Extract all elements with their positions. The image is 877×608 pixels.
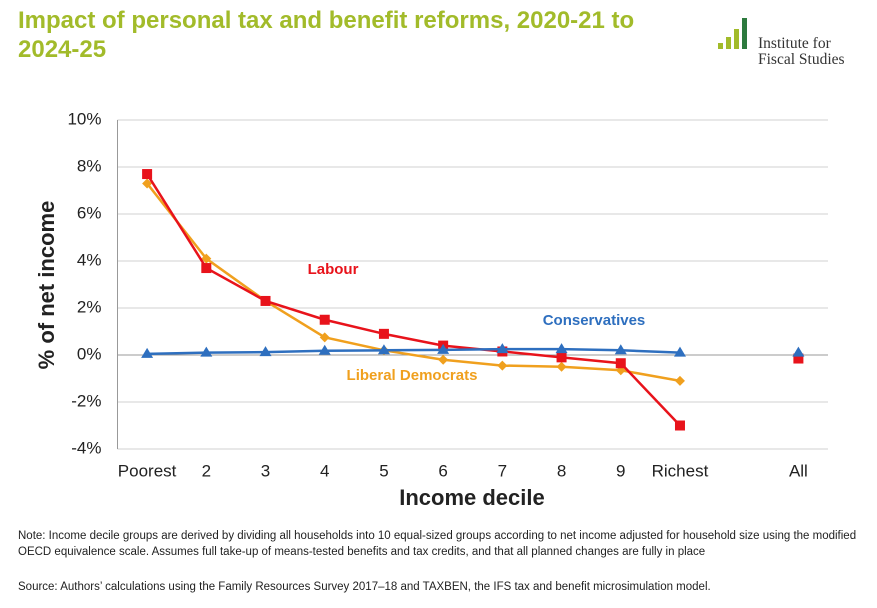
marker [438, 354, 449, 365]
marker [200, 346, 213, 357]
y-tick-label: 6% [77, 203, 102, 222]
chart-title: Impact of personal tax and benefit refor… [18, 7, 635, 63]
y-tick-label: 10% [67, 109, 101, 128]
marker [259, 346, 272, 357]
marker [497, 360, 508, 371]
marker [141, 347, 154, 358]
marker [201, 263, 212, 274]
marker [378, 328, 389, 339]
logo-bar [742, 18, 747, 49]
marker [674, 375, 685, 386]
series-label: Liberal Democrats [347, 367, 478, 384]
y-tick-label: -4% [71, 438, 101, 457]
marker [142, 178, 153, 189]
x-tick-label: 4 [320, 461, 329, 480]
x-tick-label: Richest [652, 461, 709, 480]
series-label: Labour [308, 261, 359, 278]
marker [319, 314, 330, 325]
x-tick-label: All [789, 461, 808, 480]
marker [201, 253, 212, 264]
x-tick-label: Poorest [118, 461, 177, 480]
marker [142, 169, 153, 180]
x-tick-label: 2 [202, 461, 211, 480]
logo-text: Fiscal Studies [758, 51, 845, 68]
marker [377, 344, 390, 355]
logo-bar [734, 29, 739, 49]
x-axis-label: Income decile [399, 485, 545, 510]
marker [556, 352, 567, 363]
marker [792, 346, 805, 357]
y-tick-label: 2% [77, 297, 102, 316]
marker [673, 346, 686, 357]
y-axis-label: % of net income [34, 201, 59, 370]
marker [437, 343, 450, 354]
source: Source: Authors’ calculations using the … [18, 581, 711, 593]
y-tick-label: 0% [77, 344, 102, 363]
logo-bar [726, 37, 731, 49]
marker [496, 343, 509, 354]
marker [556, 361, 567, 372]
marker [674, 420, 685, 431]
marker [318, 344, 331, 355]
logo-text: Institute for [758, 35, 831, 52]
y-tick-label: 8% [77, 156, 102, 175]
series-line [147, 174, 798, 425]
y-tick-label: -2% [71, 391, 101, 410]
x-tick-label: 7 [498, 461, 507, 480]
x-tick-label: 8 [557, 461, 566, 480]
x-tick-label: 9 [616, 461, 625, 480]
marker [793, 353, 804, 364]
y-tick-label: 4% [77, 250, 102, 269]
series-label: Conservatives [543, 312, 646, 329]
x-tick-label: 3 [261, 461, 270, 480]
series-line [146, 182, 681, 383]
marker [555, 343, 568, 354]
x-tick-label: 6 [438, 461, 447, 480]
note: Note: Income decile groups are derived b… [18, 530, 857, 558]
x-tick-label: 5 [379, 461, 388, 480]
series-line [147, 349, 798, 354]
marker [614, 344, 627, 355]
marker [260, 295, 271, 306]
marker [319, 332, 330, 343]
logo-bar [718, 43, 723, 49]
marker [615, 358, 626, 369]
